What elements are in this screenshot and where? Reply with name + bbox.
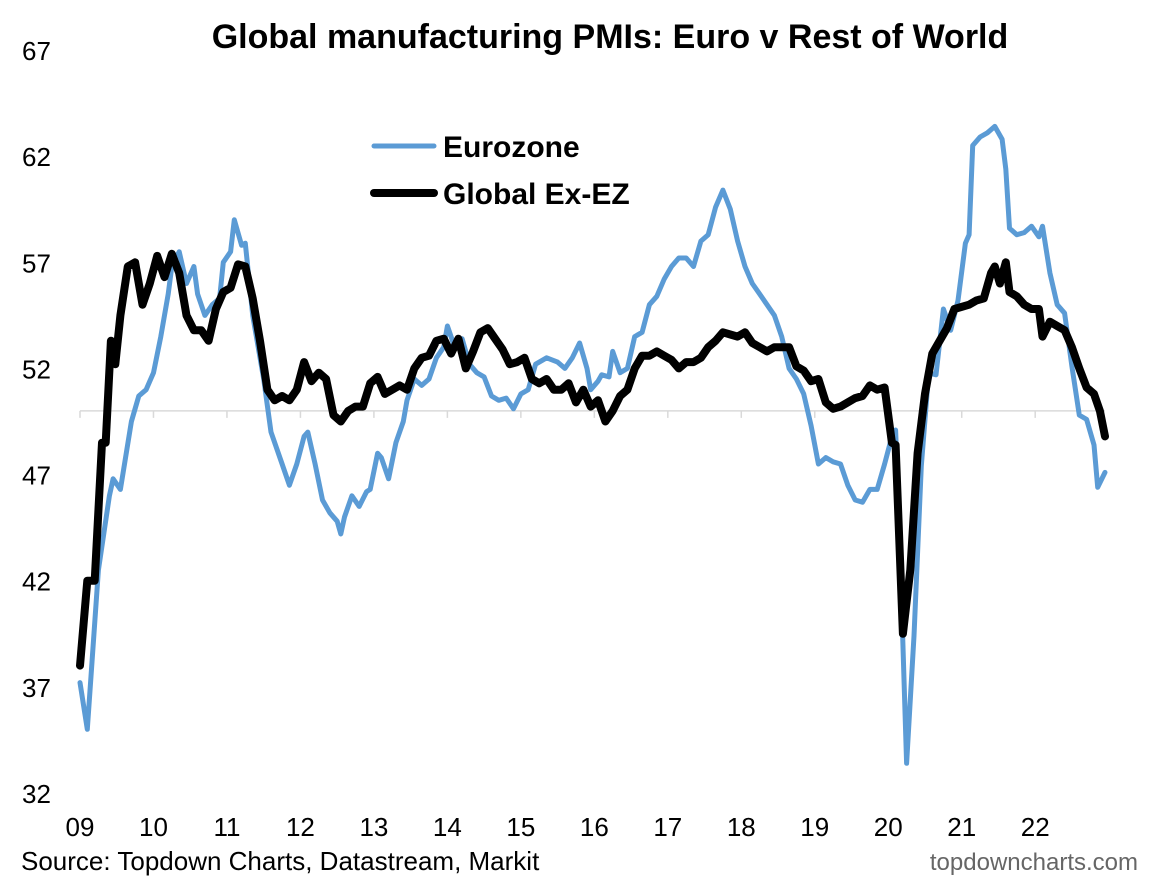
legend: Eurozone Global Ex-EZ	[370, 131, 630, 211]
source-note: Source: Topdown Charts, Datastream, Mark…	[21, 846, 540, 876]
x-tick-label: 09	[66, 812, 95, 842]
y-tick-label: 57	[22, 248, 51, 278]
x-tick-label: 22	[1021, 812, 1050, 842]
y-tick-label: 32	[22, 779, 51, 809]
x-tick-label: 10	[139, 812, 168, 842]
x-tick-label: 15	[506, 812, 535, 842]
y-tick-label: 37	[22, 673, 51, 703]
x-tick-label: 16	[580, 812, 609, 842]
y-axis-ticks: 67 62 57 52 47 42 37 32	[22, 36, 51, 809]
legend-label-eurozone: Eurozone	[443, 131, 580, 164]
x-tick-label: 11	[213, 812, 240, 842]
y-tick-label: 47	[22, 461, 51, 491]
x-tick-label: 12	[286, 812, 315, 842]
y-tick-label: 62	[22, 142, 51, 172]
x-axis-ticks: 09 10 11 12 13 14 15 16 17 18 19 20 21 22	[66, 812, 1050, 842]
watermark-text: topdowncharts.com	[929, 849, 1138, 876]
series-line-global-ex-ez	[76, 249, 1109, 670]
series-line-eurozone	[77, 123, 1108, 766]
reference-line-layer	[79, 410, 1105, 418]
legend-label-global-ex-ez: Global Ex-EZ	[443, 178, 630, 211]
chart-title: Global manufacturing PMIs: Euro v Rest o…	[212, 18, 1009, 56]
x-tick-label: 18	[727, 812, 756, 842]
x-tick-label: 20	[874, 812, 903, 842]
x-tick-label: 19	[800, 812, 829, 842]
x-tick-label: 21	[947, 812, 976, 842]
y-tick-label: 52	[22, 354, 51, 384]
x-tick-label: 17	[653, 812, 682, 842]
x-tick-label: 13	[359, 812, 388, 842]
x-tick-label: 14	[433, 812, 462, 842]
series-layer	[76, 123, 1109, 766]
y-tick-label: 67	[22, 36, 51, 66]
y-tick-label: 42	[22, 567, 51, 597]
